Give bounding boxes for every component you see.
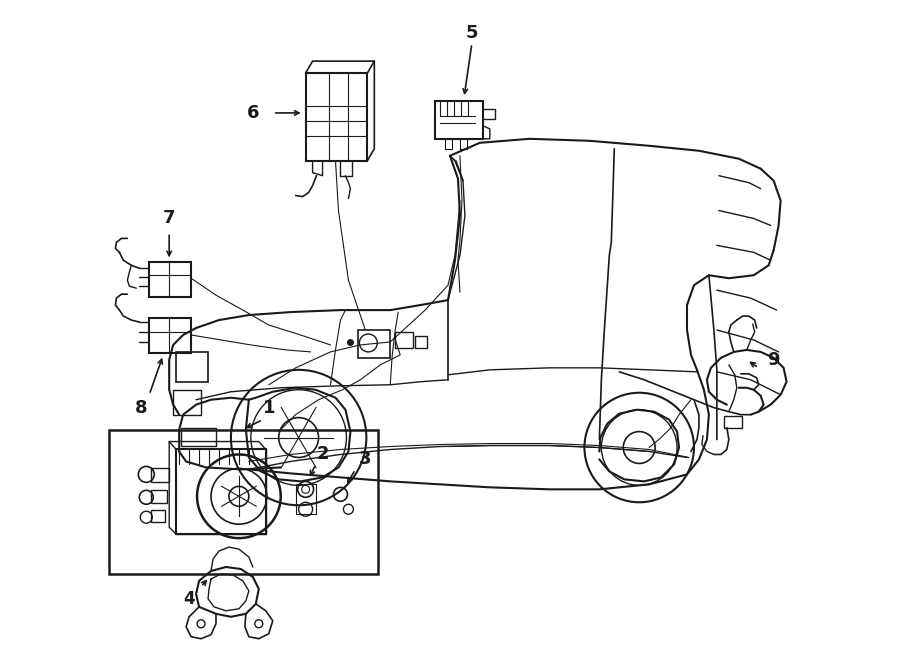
Bar bbox=[173, 390, 201, 414]
Bar bbox=[296, 485, 316, 514]
Bar bbox=[110, 430, 378, 574]
Text: 5: 5 bbox=[465, 24, 478, 42]
Text: 4: 4 bbox=[184, 590, 195, 608]
Bar bbox=[395, 332, 413, 348]
Bar bbox=[151, 490, 167, 503]
Bar bbox=[724, 416, 742, 428]
Bar bbox=[306, 73, 367, 161]
Bar bbox=[149, 262, 191, 297]
Bar bbox=[181, 428, 216, 446]
Bar bbox=[435, 101, 483, 139]
Bar bbox=[358, 330, 391, 358]
Text: 9: 9 bbox=[768, 351, 780, 369]
Text: 8: 8 bbox=[135, 399, 148, 416]
Bar bbox=[151, 510, 166, 522]
Bar bbox=[176, 449, 266, 534]
Text: 1: 1 bbox=[263, 399, 275, 416]
Text: 2: 2 bbox=[316, 446, 328, 463]
Text: 6: 6 bbox=[247, 104, 259, 122]
Bar bbox=[151, 469, 169, 483]
Bar bbox=[149, 318, 191, 353]
Text: 3: 3 bbox=[359, 450, 372, 469]
Bar bbox=[176, 352, 208, 382]
Bar bbox=[415, 336, 428, 348]
Text: 7: 7 bbox=[163, 210, 176, 227]
